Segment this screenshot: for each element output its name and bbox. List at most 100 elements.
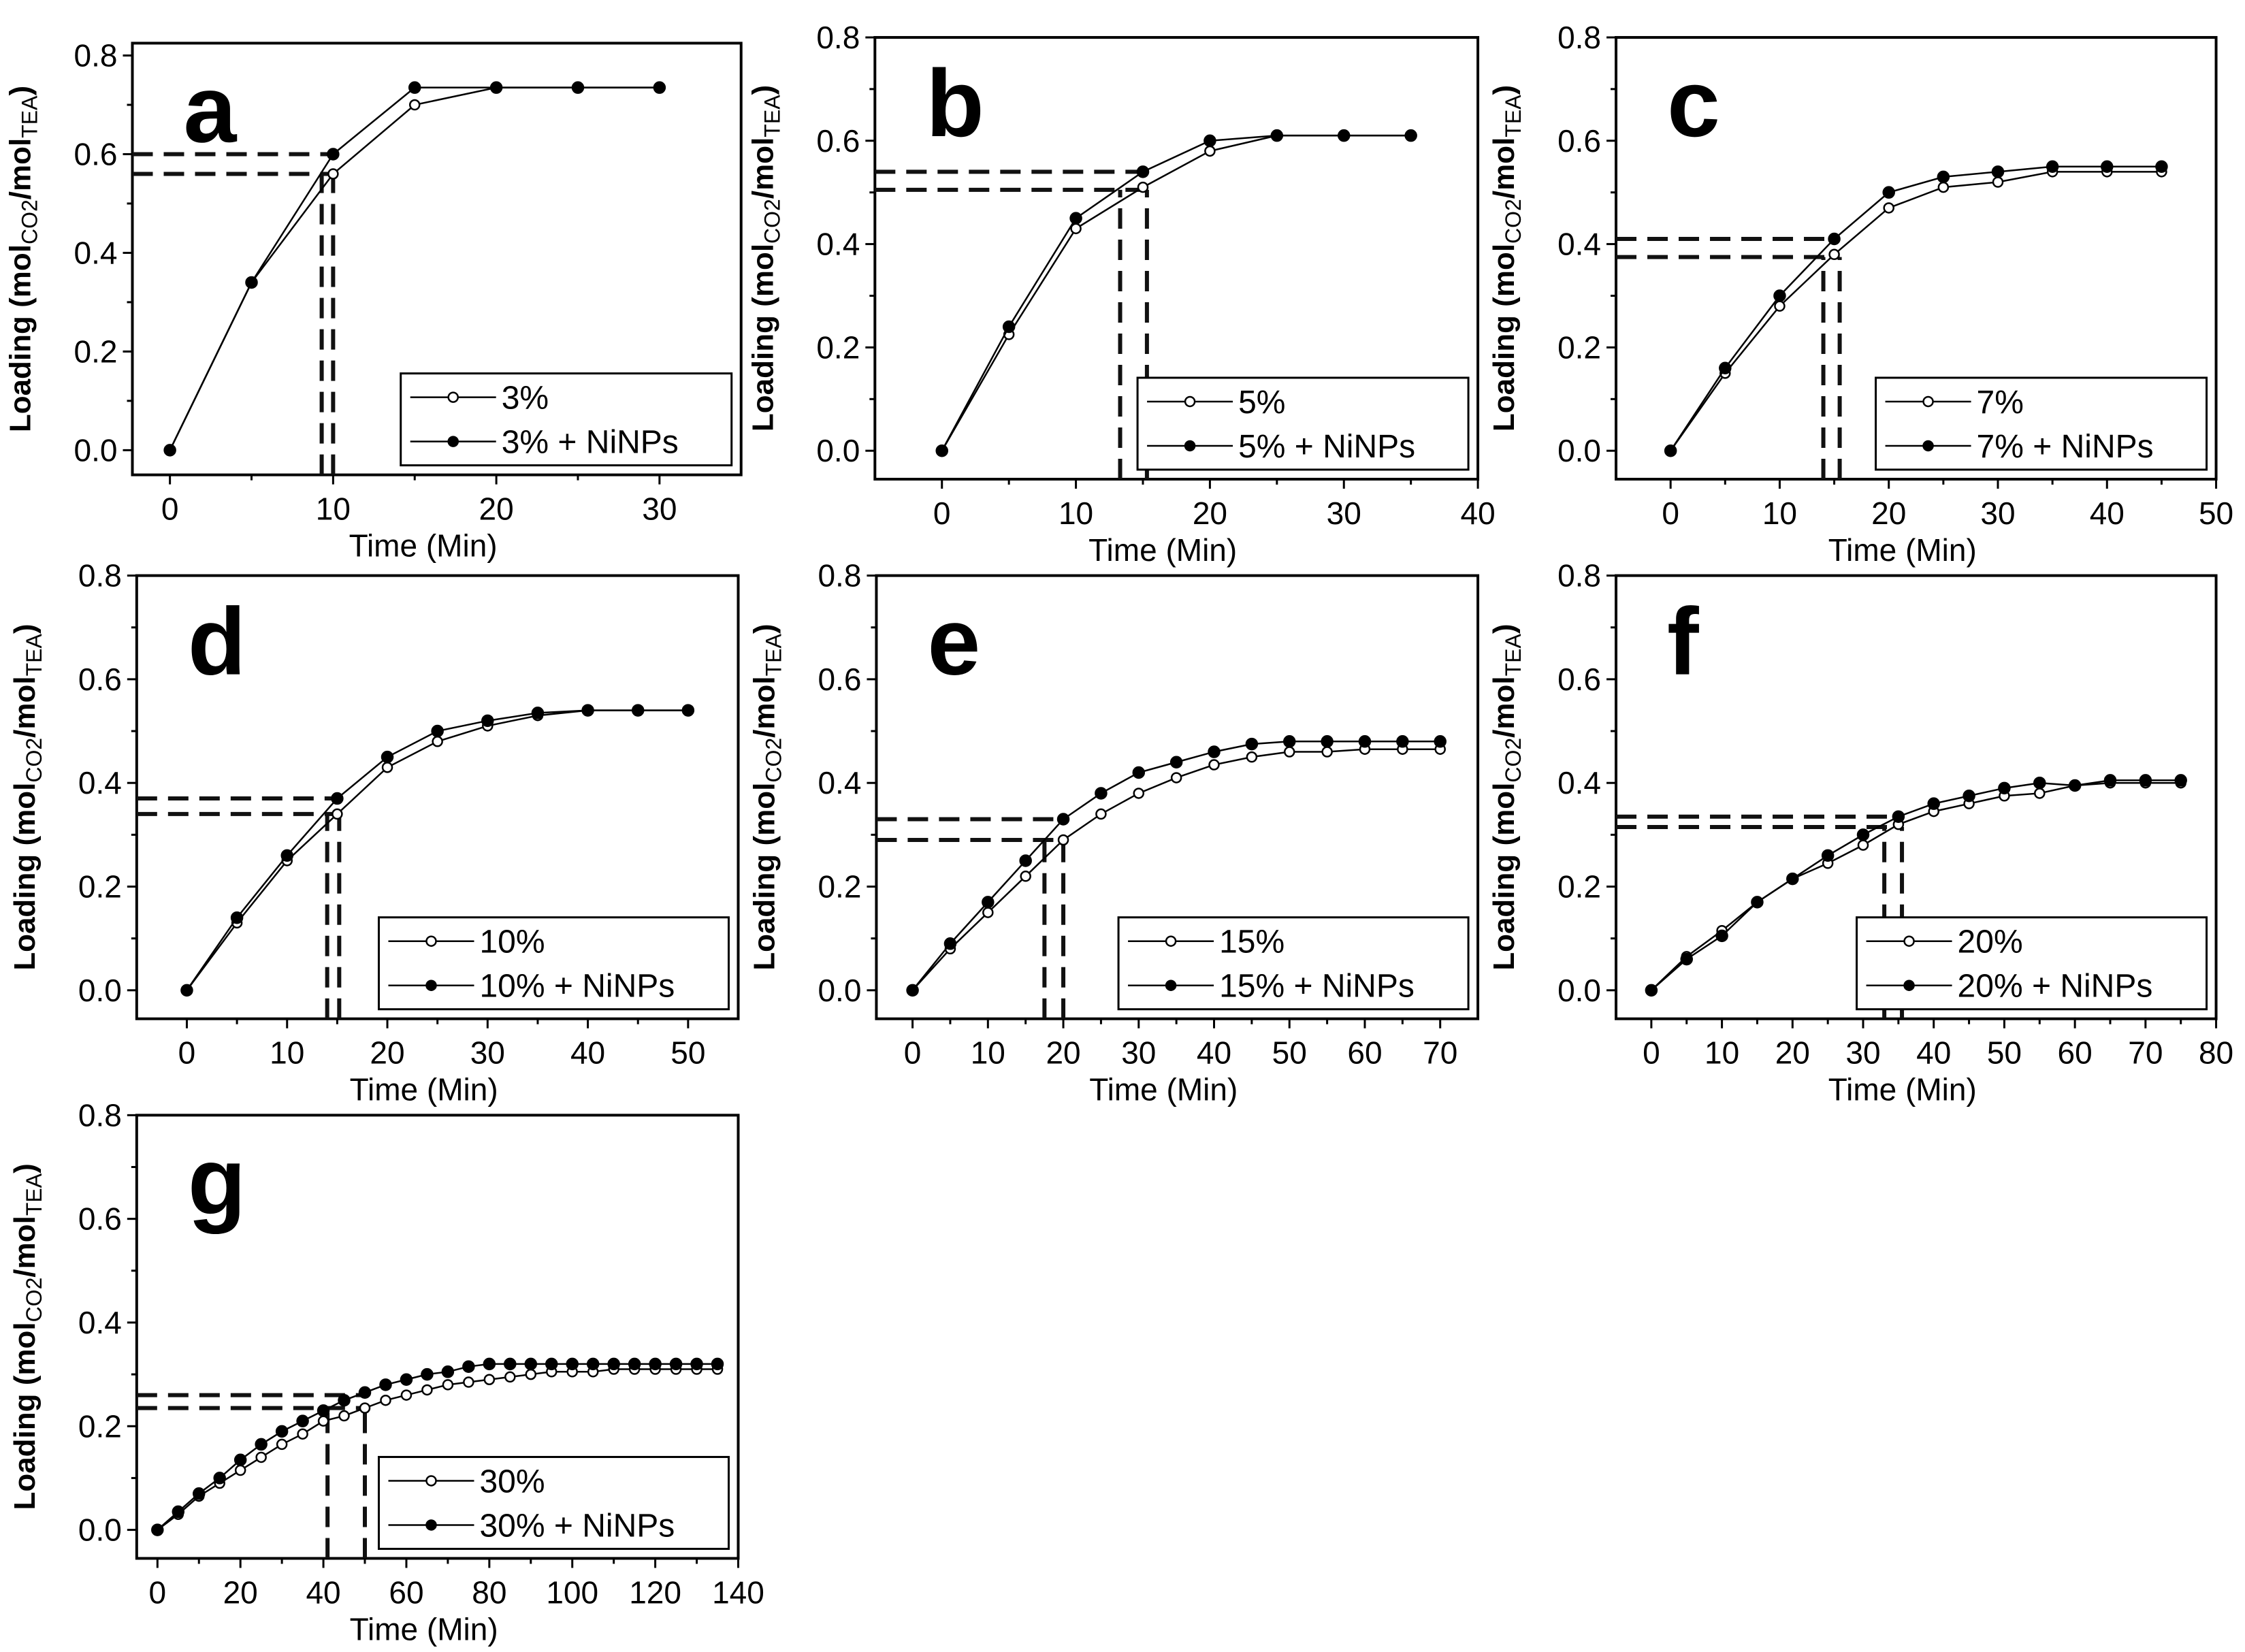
legend: 3% 3% + NiNPs — [400, 372, 733, 467]
y-axis-label-sub2: TEA — [1501, 633, 1525, 676]
data-point — [1751, 896, 1764, 909]
y-tick-label: 0.2 — [78, 1408, 122, 1444]
y-axis-label-end: ) — [1487, 85, 1521, 95]
data-point — [463, 1376, 474, 1388]
y-tick-label: 0.8 — [78, 1097, 122, 1133]
x-tick-label: 30 — [1845, 1035, 1880, 1071]
panel-letter: d — [188, 588, 246, 695]
y-tick-label: 0.8 — [1557, 558, 1601, 594]
x-axis-label: Time (Min) — [1089, 1072, 1238, 1107]
x-tick-label: 20 — [1193, 496, 1227, 531]
y-axis-label-mid: /mol — [8, 676, 42, 737]
y-axis-label-mid: /mol — [3, 138, 37, 199]
legend-marker — [1922, 440, 1934, 452]
data-point — [935, 444, 948, 457]
data-point — [1020, 871, 1031, 882]
y-tick-label: 0.0 — [816, 433, 860, 468]
data-point — [690, 1357, 703, 1371]
x-tick-label: 10 — [1762, 496, 1797, 531]
data-point — [1998, 781, 2011, 795]
data-point — [408, 99, 421, 111]
data-point — [2046, 160, 2059, 173]
x-tick-label: 120 — [629, 1574, 681, 1610]
series-line-0 — [1651, 781, 2181, 991]
data-point — [566, 1357, 579, 1371]
data-point — [669, 1357, 683, 1371]
y-axis-label-sub2: TEA — [17, 95, 42, 138]
data-point — [525, 1368, 537, 1380]
data-point — [2068, 779, 2082, 792]
y-tick-label: 0.4 — [816, 227, 860, 262]
data-point — [631, 704, 645, 717]
data-point — [1002, 320, 1016, 334]
data-point — [441, 1365, 455, 1378]
legend-box — [377, 916, 730, 1011]
data-point — [982, 896, 995, 909]
y-tick-label: 0.0 — [1557, 433, 1601, 468]
data-point — [545, 1357, 558, 1371]
y-axis-label: Loading (molCO2/molTEA) — [747, 623, 786, 970]
x-tick-label: 60 — [389, 1574, 423, 1610]
y-axis-label-mid: /mol — [8, 1216, 42, 1277]
data-point — [1321, 746, 1333, 758]
x-axis-label: Time (Min) — [350, 1072, 498, 1107]
data-point — [276, 1438, 288, 1451]
x-tick-label: 10 — [1705, 1035, 1739, 1071]
legend-label: 5% — [1238, 385, 1285, 421]
panel-a: 0.0 0.2 0.4 0.6 0.8 0 10 20 30 Time (Min) Loading … — [3, 38, 743, 564]
data-point — [711, 1357, 724, 1371]
data-point — [380, 1394, 391, 1406]
legend-label: 10% + NiNPs — [479, 969, 675, 1005]
y-tick-label: 0.6 — [1557, 662, 1601, 697]
legend-label: 7% — [1977, 385, 2024, 421]
x-tick-label: 20 — [1871, 496, 1906, 531]
y-tick-label: 0.4 — [1557, 765, 1601, 800]
data-point — [421, 1367, 434, 1381]
legend-label: 5% + NiNPs — [1238, 429, 1415, 465]
data-point — [1645, 984, 1658, 997]
y-axis-label-sub2: TEA — [760, 95, 784, 137]
legend-box — [1875, 376, 2208, 471]
data-point — [180, 984, 193, 997]
data-point — [1396, 735, 1409, 748]
data-point — [163, 444, 176, 457]
x-tick-label: 20 — [1775, 1035, 1810, 1071]
legend-label: 3% + NiNPs — [502, 425, 679, 461]
x-tick-label: 0 — [1662, 496, 1679, 531]
y-tick-label: 0.2 — [74, 334, 118, 369]
x-tick-label: 40 — [1460, 496, 1495, 531]
data-point — [1358, 735, 1372, 748]
y-axis-label-end: ) — [3, 86, 37, 96]
y-tick-label: 0.6 — [816, 123, 860, 159]
data-point — [280, 849, 293, 862]
data-point — [481, 714, 494, 728]
panel-d: 0.0 0.2 0.4 0.6 0.8 0 10 20 30 40 50 Time (Min) Load… — [8, 558, 740, 1107]
legend-label: 20% + NiNPs — [1958, 969, 2153, 1005]
y-axis-label-sub1: CO2 — [1501, 738, 1525, 783]
x-axis-label: Time (Min) — [350, 1611, 498, 1647]
data-point — [1773, 289, 1786, 302]
legend-marker — [1903, 935, 1915, 947]
y-axis-label-main: Loading (mol — [1487, 244, 1521, 432]
data-point — [1019, 854, 1032, 867]
data-point — [442, 1379, 454, 1391]
x-axis-label: Time (Min) — [349, 528, 498, 564]
x-axis-label: Time (Min) — [1828, 1072, 1977, 1107]
data-point — [653, 81, 666, 94]
x-tick-label: 60 — [1347, 1035, 1382, 1071]
plot-frame — [873, 35, 1480, 481]
data-point — [255, 1438, 268, 1451]
legend-marker — [1184, 395, 1196, 408]
data-point — [1680, 952, 1693, 966]
y-tick-label: 0.8 — [818, 558, 861, 594]
x-tick-label: 50 — [2199, 496, 2233, 531]
panel-b: 0.0 0.2 0.4 0.6 0.8 0 10 20 30 40 Time (Min) Loadin… — [746, 20, 1495, 568]
data-point — [1056, 813, 1070, 826]
y-tick-label: 0.2 — [1557, 329, 1601, 365]
data-point — [1204, 134, 1216, 148]
y-axis-label-sub2: TEA — [22, 633, 46, 676]
data-point — [275, 1425, 289, 1438]
legend-marker — [425, 1519, 437, 1531]
data-point — [421, 1384, 433, 1396]
data-point — [649, 1357, 662, 1371]
